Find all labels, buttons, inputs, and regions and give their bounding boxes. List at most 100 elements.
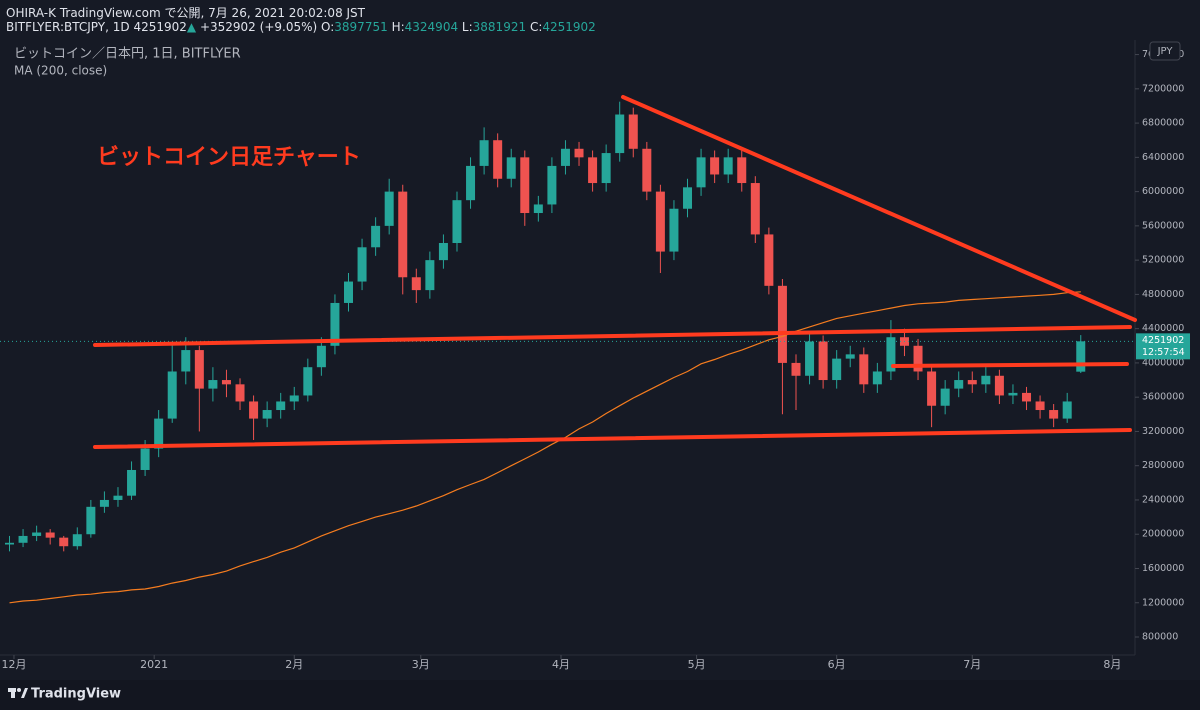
- candle-body: [642, 148, 652, 192]
- candle-body: [479, 140, 489, 166]
- candle-body: [696, 157, 706, 188]
- change: +352902 (+9.05%): [199, 20, 318, 34]
- y-tick-label: 6000000: [1142, 186, 1184, 197]
- candle-body: [452, 200, 462, 244]
- price-tag: [1136, 333, 1190, 360]
- candle-body: [750, 183, 760, 235]
- close-label: C:: [529, 20, 543, 34]
- x-tick-label: 4月: [552, 658, 570, 671]
- candle-body: [737, 157, 747, 184]
- candle-body: [167, 371, 177, 419]
- candle-body: [506, 157, 516, 179]
- x-tick-label: 3月: [412, 658, 430, 671]
- low-value: 3881921: [472, 20, 527, 34]
- candle-body: [805, 341, 815, 376]
- candle-body: [710, 157, 720, 175]
- candle-body: [872, 371, 882, 385]
- candle-body: [588, 157, 598, 184]
- candle-body: [1035, 401, 1045, 411]
- candle-body: [371, 225, 381, 248]
- candle-body: [357, 247, 367, 282]
- currency-box: [1149, 41, 1181, 61]
- candle-body: [493, 140, 503, 179]
- publisher-line: OHIRA-K TradingView.com で公開, 7月 26, 2021…: [6, 4, 365, 21]
- y-tick-label: 4000000: [1142, 357, 1184, 368]
- x-tick-label: 6月: [828, 658, 846, 671]
- last-price: 4251902: [133, 20, 187, 34]
- candle-body: [249, 401, 259, 419]
- brand: TradingView: [31, 687, 121, 702]
- candle-body: [533, 204, 543, 214]
- y-tick-label: 5600000: [1142, 220, 1184, 231]
- candle-body: [886, 337, 896, 372]
- candle-body: [845, 354, 855, 359]
- candle-body: [411, 277, 421, 291]
- candle-body: [221, 380, 231, 385]
- candle-body: [615, 114, 625, 154]
- close-value: 4251902: [542, 20, 596, 34]
- candle-body: [208, 380, 218, 389]
- y-tick-label: 3600000: [1142, 392, 1184, 403]
- candle-body: [981, 375, 991, 385]
- candle-body: [276, 401, 286, 411]
- candle-body: [181, 350, 191, 372]
- y-tick-label: 6400000: [1142, 152, 1184, 163]
- logo-shape: [11, 688, 15, 698]
- y-tick-label: 2800000: [1142, 460, 1184, 471]
- candle-body: [1022, 392, 1032, 402]
- y-tick-label: 7200000: [1142, 83, 1184, 94]
- candle-body: [994, 375, 1004, 396]
- candle-body: [764, 234, 774, 286]
- price-tag-value: 4251902: [1142, 335, 1184, 346]
- candle-body: [927, 371, 937, 406]
- drawings: [93, 95, 1137, 449]
- x-tick-label: 8月: [1103, 658, 1121, 671]
- candle-body: [560, 148, 570, 166]
- x-tick-label: 7月: [963, 658, 981, 671]
- y-tick-label: 1600000: [1142, 563, 1184, 574]
- candle-body: [289, 395, 299, 402]
- x-tick-label: 12月: [1, 658, 26, 671]
- candle-body: [140, 448, 150, 470]
- candle-body: [628, 114, 638, 149]
- candle-body: [235, 384, 245, 402]
- trend-line: [93, 325, 1132, 347]
- open-value: 3897751: [334, 20, 388, 34]
- candle-body: [777, 285, 787, 363]
- y-tick-label: 2400000: [1142, 494, 1184, 505]
- y-tick-label: 4400000: [1142, 323, 1184, 334]
- candle-body: [818, 341, 828, 381]
- price-tag-countdown: 12:57:54: [1142, 347, 1185, 358]
- candle-body: [1076, 341, 1086, 372]
- candle-body: [913, 345, 923, 372]
- trend-line: [93, 428, 1132, 449]
- candle-body: [655, 191, 665, 252]
- candle-body: [72, 534, 82, 547]
- x-tick-label: 2月: [285, 658, 303, 671]
- y-tick-label: 3200000: [1142, 426, 1184, 437]
- ohlc-line: BITFLYER:BTCJPY, 1D 4251902▲ +352902 (+9…: [6, 20, 596, 34]
- y-tick-label: 800000: [1142, 632, 1178, 643]
- candle-body: [466, 165, 476, 201]
- candle-body: [683, 187, 693, 209]
- candle-body: [601, 153, 611, 184]
- candle-body: [344, 281, 354, 303]
- open-label: O:: [321, 20, 335, 34]
- x-tick-label: 2021: [140, 658, 168, 671]
- candle-body: [59, 537, 69, 547]
- x-tick-label: 5月: [688, 658, 706, 671]
- candle-body: [669, 208, 679, 252]
- logo: [8, 688, 28, 698]
- candle-body: [1062, 401, 1072, 419]
- candle-body: [18, 535, 28, 543]
- candle-body: [438, 243, 448, 261]
- candle-body: [832, 358, 842, 381]
- annotation: ビットコイン日足チャート: [97, 145, 361, 170]
- symbol-title: ビットコイン／日本円, 1日, BITFLYER: [14, 47, 241, 62]
- trend-line: [891, 362, 1129, 368]
- candle-body: [723, 157, 733, 175]
- candle-body: [99, 499, 109, 507]
- y-tick-label: 4800000: [1142, 289, 1184, 300]
- candle-body: [1008, 392, 1018, 396]
